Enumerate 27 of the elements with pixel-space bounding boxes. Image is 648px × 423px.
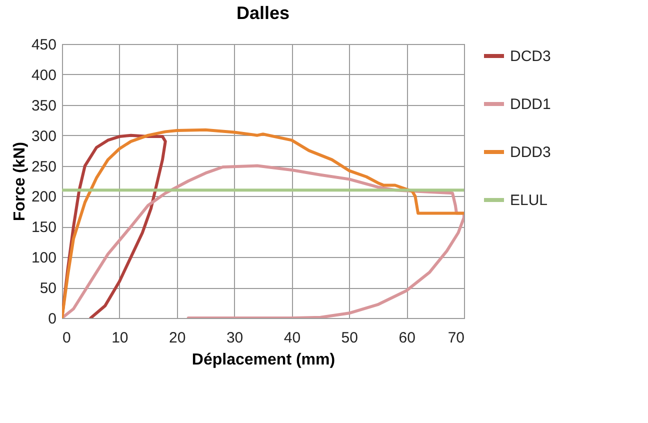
y-tick-label: 250: [31, 158, 56, 176]
legend-label: DDD1: [510, 96, 551, 113]
legend-label: ELUL: [510, 192, 548, 209]
y-tick-label: 0: [48, 310, 56, 328]
x-tick-label: 70: [448, 330, 464, 346]
y-tick-label: 100: [31, 250, 56, 267]
y-tick-label: 150: [31, 219, 56, 236]
y-axis-title: Force (kN): [11, 142, 28, 222]
y-tick-label: 300: [31, 128, 56, 145]
x-tick-label: 40: [284, 330, 301, 346]
x-tick-label: 0: [62, 330, 71, 346]
x-tick-label: 10: [112, 330, 128, 346]
x-tick-label: 50: [341, 330, 358, 346]
x-tick-label: 30: [226, 330, 244, 346]
y-tick-label: 450: [31, 36, 56, 54]
line-series: [62, 128, 464, 318]
y-tick-label: 50: [40, 280, 56, 298]
x-tick-label: 20: [169, 330, 186, 346]
x-tick-label: 60: [398, 330, 416, 346]
line-series: [62, 164, 464, 318]
chart-title: Dalles: [236, 3, 290, 23]
y-tick-label: 400: [31, 66, 56, 84]
legend-label: DCD3: [510, 48, 551, 65]
y-tick-label: 200: [31, 188, 56, 206]
legend-label: DDD3: [510, 144, 551, 161]
y-tick-label: 350: [31, 97, 56, 114]
x-axis-title: Déplacement (mm): [192, 352, 336, 368]
